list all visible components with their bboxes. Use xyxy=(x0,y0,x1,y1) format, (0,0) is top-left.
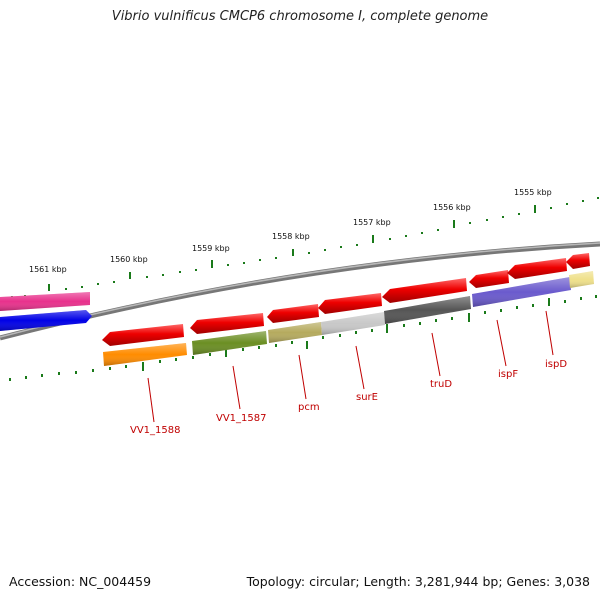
gene-label-sure: surE xyxy=(356,392,378,403)
gene-label-vv1-1587: VV1_1587 xyxy=(216,413,267,424)
gene-label-ispd: ispD xyxy=(545,359,567,370)
gene-arrow-track xyxy=(102,253,590,346)
gene-label-ispf: ispF xyxy=(498,369,518,380)
genome-stats-text: Topology: circular; Length: 3,281,944 bp… xyxy=(246,574,590,589)
gene-arrow-vv1-1588[interactable] xyxy=(102,324,184,346)
ruler-label-1561: 1561 kbp xyxy=(29,265,67,274)
gene-arrow-sure[interactable] xyxy=(318,293,382,314)
gene-arrow-next[interactable] xyxy=(566,253,590,269)
gene-arrow-pcm[interactable] xyxy=(267,304,319,323)
ruler-label-1555: 1555 kbp xyxy=(514,188,552,197)
accession-text: Accession: NC_004459 xyxy=(9,574,152,589)
gene-arrow-ispf[interactable] xyxy=(469,270,509,288)
gene-arrow-vv1-1587[interactable] xyxy=(190,313,264,334)
gene-arrow-ispd[interactable] xyxy=(507,258,567,279)
label-leaders xyxy=(147,310,554,423)
gene-label-trud: truD xyxy=(430,379,452,390)
ruler-label-1560: 1560 kbp xyxy=(110,255,148,264)
ruler-label-1556: 1556 kbp xyxy=(433,203,471,212)
gene-label-vv1-1588: VV1_1588 xyxy=(130,425,181,436)
feature-track xyxy=(103,271,594,366)
ruler-label-1557: 1557 kbp xyxy=(353,218,391,227)
gene-label-pcm: pcm xyxy=(298,402,320,413)
ruler-label-1558: 1558 kbp xyxy=(272,232,310,241)
ruler-label-1559: 1559 kbp xyxy=(192,244,230,253)
gene-arrow-trud[interactable] xyxy=(382,278,467,303)
inner-ruler xyxy=(9,295,597,381)
map-title: Vibrio vulnificus CMCP6 chromosome I, co… xyxy=(111,9,489,24)
